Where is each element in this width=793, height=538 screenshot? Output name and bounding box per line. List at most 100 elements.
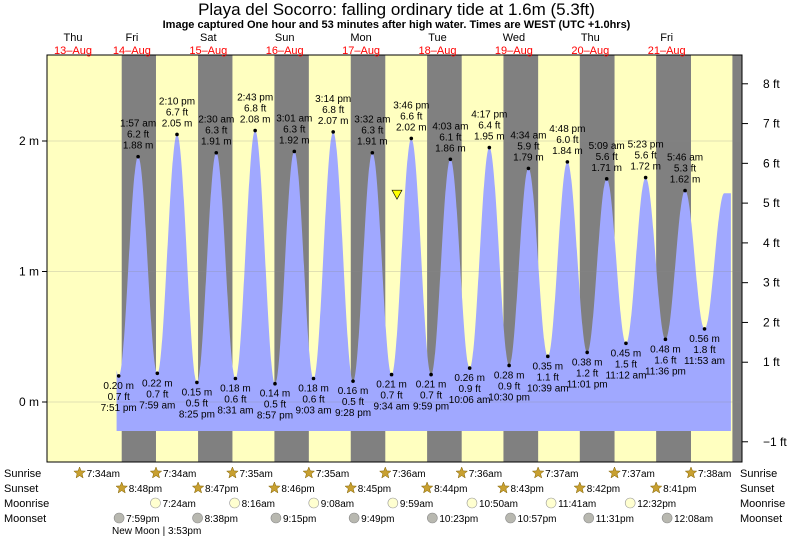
- high-tide-point: [331, 130, 335, 134]
- sunrise-time: 7:35am: [316, 469, 349, 480]
- high-tide-ft: 6.3 ft: [205, 126, 227, 137]
- high-tide-point: [253, 128, 257, 133]
- y-tick-label-right: 1 ft: [763, 355, 780, 369]
- high-tide-m: 1.79 m: [513, 152, 544, 163]
- sunrise-icon: [226, 466, 239, 479]
- low-tide-m: 0.35 m: [533, 361, 564, 372]
- moonset-time: 7:59pm: [126, 514, 159, 525]
- high-tide-m: 2.08 m: [240, 115, 271, 126]
- tide-water-area: [116, 130, 731, 431]
- low-tide-ft: 0.7 ft: [380, 391, 402, 402]
- y-tick-label-left: 1 m: [19, 265, 39, 279]
- chart-subtitle: Image captured One hour and 53 minutes a…: [162, 19, 631, 31]
- y-tick-label-right: −1 ft: [763, 435, 787, 449]
- high-tide-point: [292, 149, 297, 154]
- moon-phase-label: New Moon | 3:53pm: [112, 526, 201, 537]
- moonrise-icon: [150, 497, 161, 509]
- moonrise-time: 9:59am: [400, 499, 433, 510]
- low-tide-m: 0.56 m: [689, 334, 720, 345]
- low-tide-ft: 1.2 ft: [576, 368, 598, 379]
- sunrise-time: 7:34am: [163, 469, 196, 480]
- date-header-date: 18–Aug: [419, 45, 457, 57]
- y-tick-label-right: 2 ft: [763, 315, 780, 329]
- high-tide-time: 4:03 am: [432, 121, 468, 132]
- moonset-icon: [427, 512, 438, 524]
- high-tide-time: 3:46 pm: [393, 100, 429, 111]
- low-tide-time: 7:51 pm: [101, 403, 137, 414]
- low-tide-time: 11:12 am: [605, 370, 646, 381]
- almanac-row-label-right: Sunrise: [740, 468, 777, 480]
- moonrise-icon: [308, 497, 320, 509]
- sunrise-time: 7:36am: [392, 469, 425, 480]
- sunrise-time: 7:38am: [698, 469, 731, 480]
- high-tide-ft: 5.3 ft: [674, 164, 696, 175]
- high-tide-point: [370, 150, 375, 155]
- high-tide-m: 1.72 m: [630, 162, 661, 173]
- high-tide-ft: 5.9 ft: [517, 141, 539, 152]
- low-tide-point: [233, 376, 238, 381]
- almanac-row-label-right: Sunset: [740, 483, 774, 495]
- high-tide-ft: 6.0 ft: [556, 135, 578, 146]
- sunrise-time: 7:36am: [469, 469, 502, 480]
- high-tide-time: 1:57 am: [120, 119, 156, 130]
- moonrise-icon: [229, 497, 240, 509]
- sunset-icon: [420, 481, 434, 494]
- sunset-icon: [573, 481, 587, 494]
- moonrise-time: 9:08am: [321, 499, 354, 510]
- low-tide-m: 0.20 m: [103, 381, 134, 392]
- date-header-date: 15–Aug: [189, 45, 227, 57]
- high-tide-time: 5:09 am: [589, 141, 625, 152]
- high-tide-m: 1.88 m: [123, 141, 154, 152]
- sunrise-time: 7:35am: [239, 469, 272, 480]
- moonset-time: 9:49pm: [361, 514, 394, 525]
- high-tide-time: 5:46 am: [667, 153, 703, 164]
- sunset-icon: [115, 481, 129, 494]
- low-tide-point: [702, 327, 707, 331]
- low-tide-ft: 0.6 ft: [302, 395, 324, 406]
- low-tide-time: 9:34 am: [373, 402, 409, 413]
- high-tide-ft: 6.6 ft: [400, 111, 422, 122]
- sunrise-icon: [149, 466, 163, 479]
- sunset-time: 8:47pm: [205, 484, 238, 495]
- low-tide-ft: 1.5 ft: [615, 359, 637, 370]
- low-tide-m: 0.22 m: [142, 378, 173, 389]
- sunrise-time: 7:34am: [87, 469, 120, 480]
- low-tide-m: 0.21 m: [416, 380, 447, 391]
- sunset-time: 8:48pm: [129, 484, 162, 495]
- high-tide-point: [448, 157, 453, 162]
- moonset-icon: [348, 512, 360, 524]
- low-tide-m: 0.14 m: [260, 389, 291, 400]
- high-tide-m: 2.02 m: [396, 122, 427, 133]
- high-tide-ft: 5.6 ft: [635, 151, 657, 162]
- low-tide-m: 0.28 m: [494, 370, 525, 381]
- high-tide-time: 2:43 pm: [237, 93, 273, 104]
- moonrise-time: 11:41am: [558, 499, 596, 510]
- high-tide-point: [643, 175, 648, 180]
- low-tide-point: [546, 354, 550, 359]
- high-tide-m: 2.05 m: [162, 118, 193, 129]
- date-header-day: Thu: [64, 32, 83, 44]
- moonset-time: 12:08am: [674, 514, 713, 525]
- chart-title: Playa del Socorro: falling ordinary tide…: [198, 0, 595, 19]
- moonset-icon: [583, 512, 595, 524]
- sunset-time: 8:41pm: [663, 484, 696, 495]
- low-tide-time: 9:28 pm: [335, 408, 371, 419]
- high-tide-point: [214, 150, 219, 155]
- sunset-time: 8:46pm: [281, 484, 314, 495]
- high-tide-time: 3:01 am: [276, 113, 312, 124]
- high-tide-ft: 6.7 ft: [166, 107, 188, 118]
- moonset-time: 10:57pm: [518, 514, 557, 525]
- sunset-time: 8:45pm: [358, 484, 391, 495]
- low-tide-point: [155, 371, 160, 376]
- low-tide-time: 8:57 pm: [257, 411, 293, 422]
- moonrise-icon: [466, 497, 478, 509]
- low-tide-point: [585, 350, 589, 355]
- high-tide-ft: 6.4 ft: [478, 121, 500, 132]
- date-header-day: Thu: [581, 32, 600, 44]
- low-tide-time: 9:03 am: [295, 406, 331, 417]
- y-tick-label-right: 3 ft: [763, 276, 780, 290]
- sunset-icon: [191, 481, 205, 494]
- low-tide-m: 0.38 m: [572, 357, 603, 368]
- sunrise-icon: [455, 466, 469, 479]
- high-tide-point: [136, 154, 140, 159]
